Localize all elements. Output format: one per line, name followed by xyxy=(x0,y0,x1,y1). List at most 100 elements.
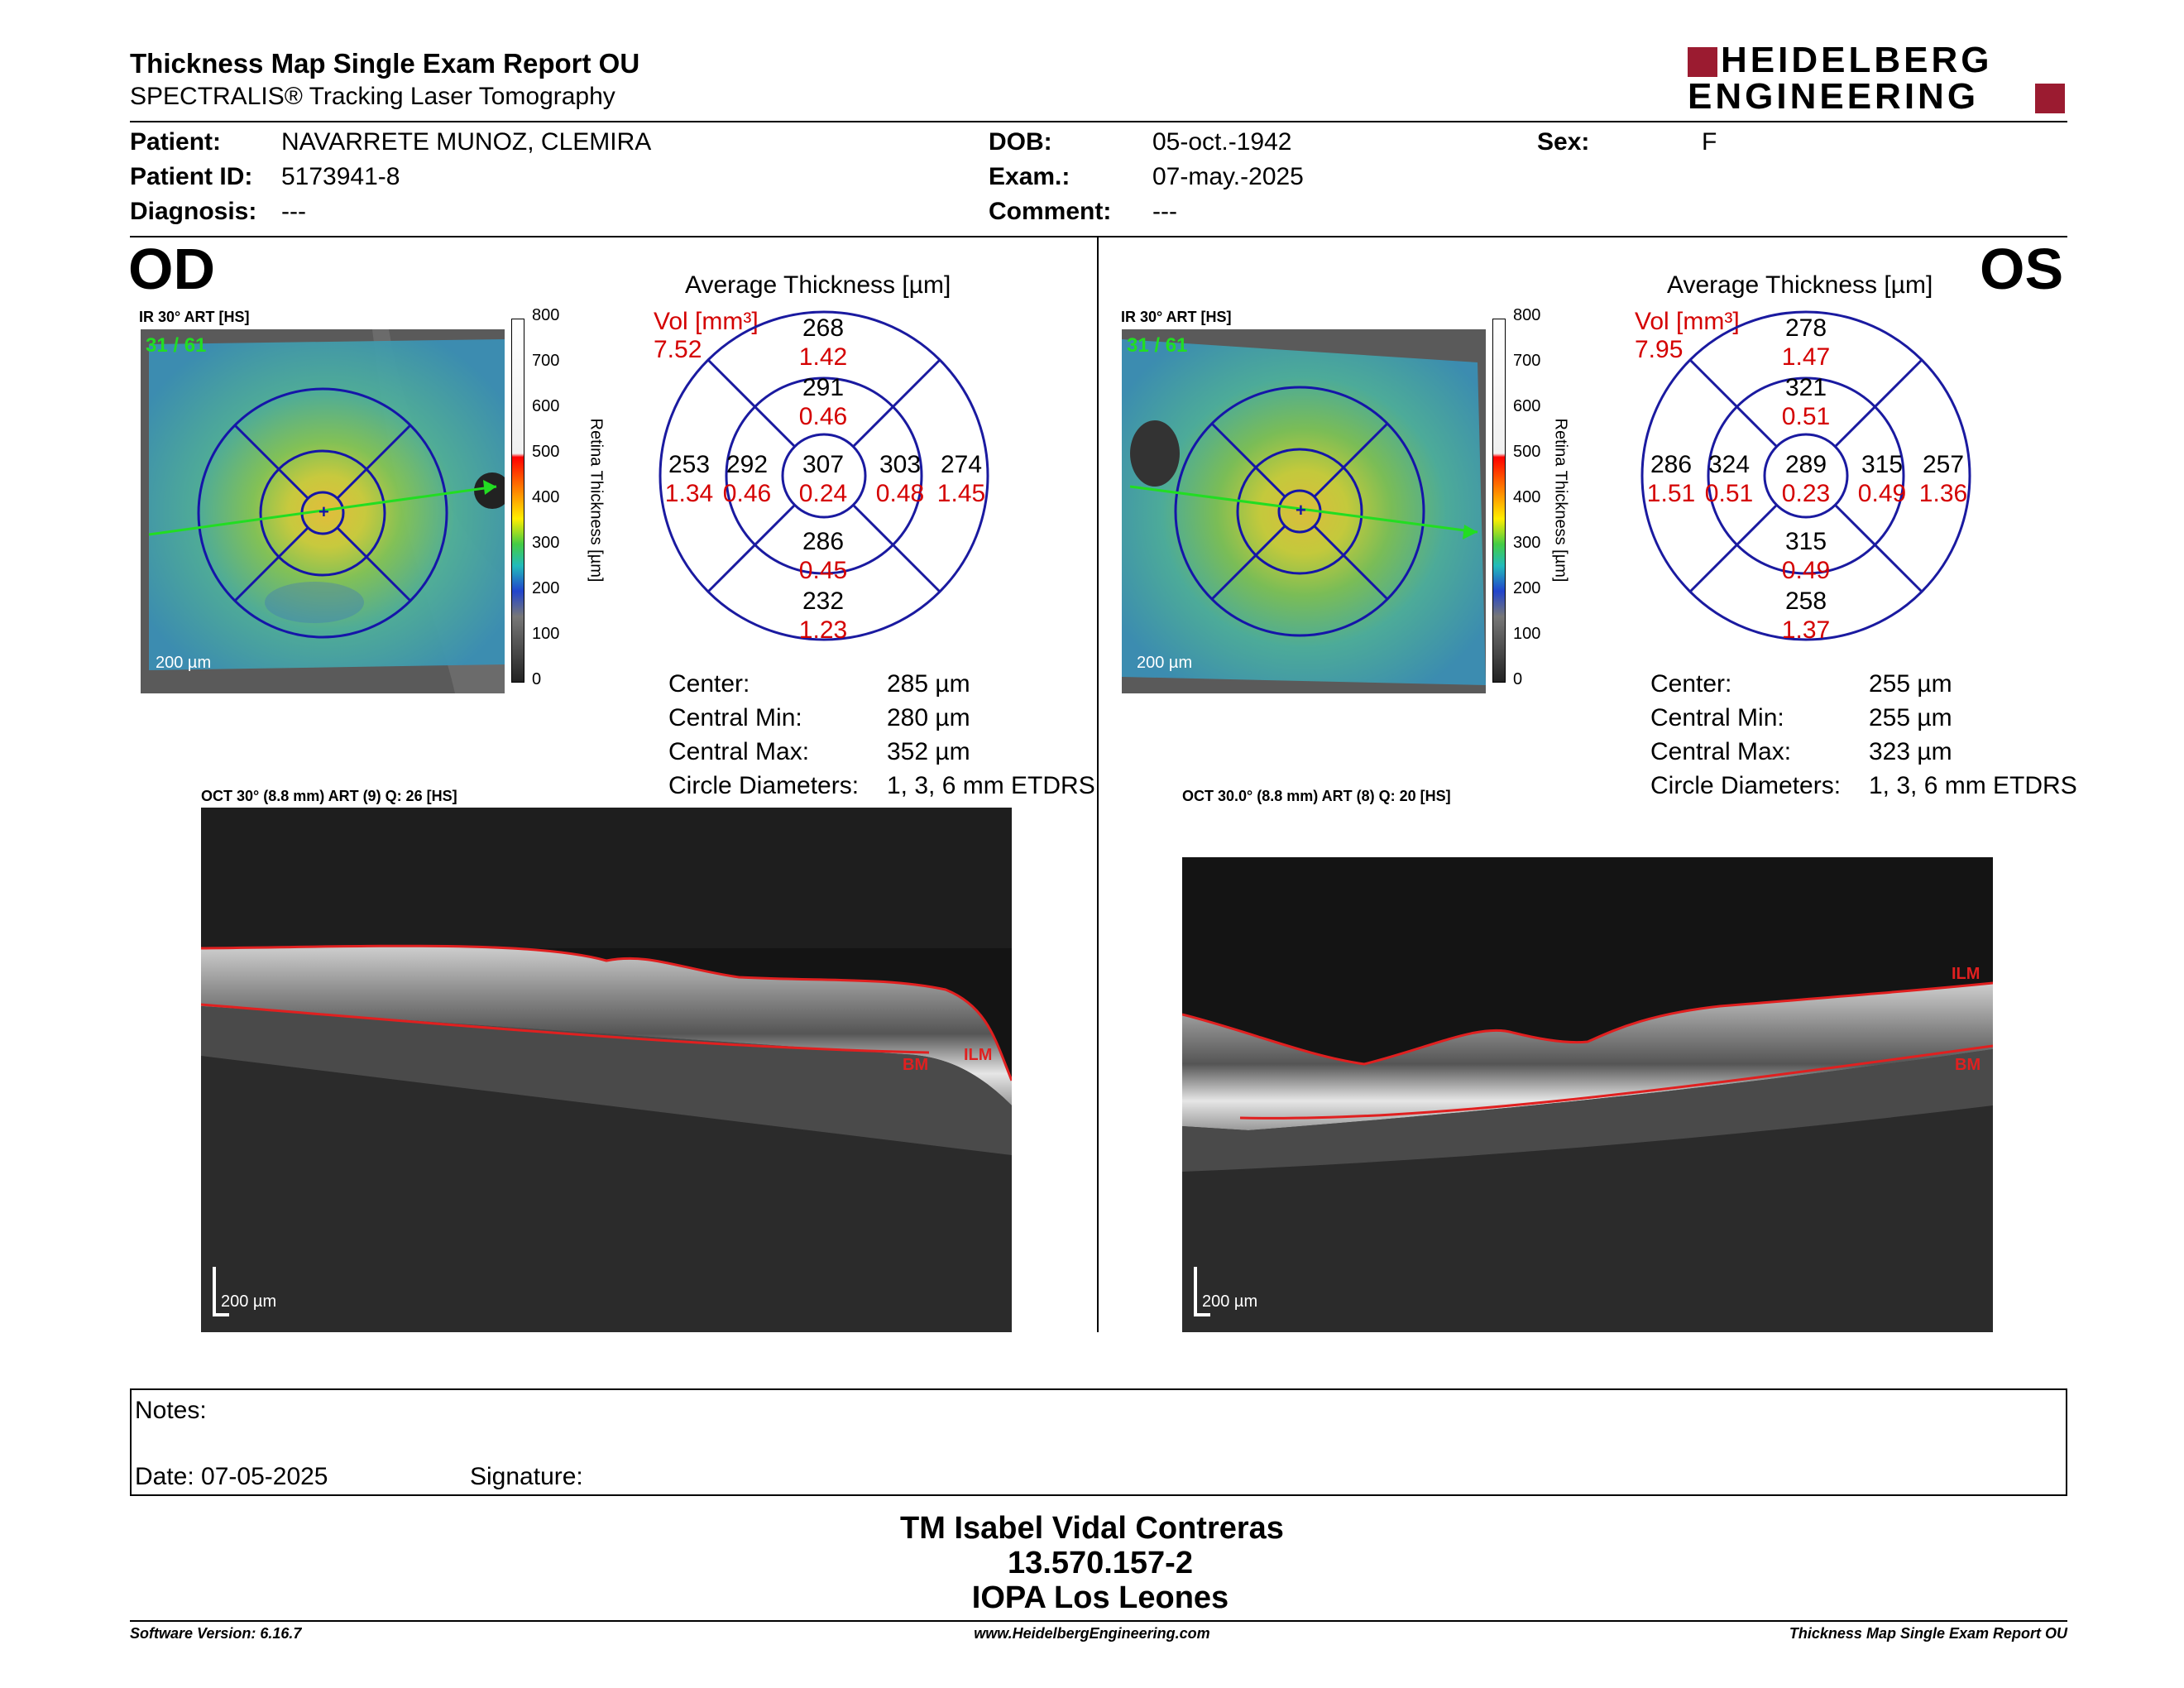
tick: 700 xyxy=(1513,352,1541,370)
diagnosis-label: Diagnosis: xyxy=(130,198,257,225)
notes-box[interactable] xyxy=(130,1388,2067,1496)
od-outer-sup-thickness: 268 xyxy=(802,314,845,342)
os-oct-bscan: ILM BM 200 µm xyxy=(1181,808,1994,1332)
os-vol-value: 7.95 xyxy=(1635,336,1684,363)
os-colorbar-ticks: 800 700 600 500 400 300 200 100 0 xyxy=(1513,306,1546,695)
od-colorbar-label: Retina Thickness [µm] xyxy=(587,418,606,583)
patient-label: Patient: xyxy=(130,128,222,156)
notes-label: Notes: xyxy=(135,1397,207,1424)
os-frames: 31 / 61 xyxy=(1127,334,1188,357)
od-ilm-label: ILM xyxy=(964,1046,993,1064)
os-outer-right-vol: 1.36 xyxy=(1918,480,1968,507)
os-max-value: 323 µm xyxy=(1869,738,1952,765)
od-max-label: Central Max: xyxy=(668,738,810,765)
od-vol-label: Vol [mm³] xyxy=(654,308,759,335)
od-map-scale: 200 µm xyxy=(156,654,212,672)
logo-line2: ENGINEERING xyxy=(1688,76,1980,117)
od-outer-inf-vol: 1.23 xyxy=(798,616,848,644)
patient-id-label: Patient ID: xyxy=(130,163,253,190)
signature-label: Signature: xyxy=(470,1463,583,1490)
footer-website[interactable]: www.HeidelbergEngineering.com xyxy=(974,1625,1210,1642)
od-min-value: 280 µm xyxy=(887,704,970,731)
od-thickness-map: + 31 / 61 200 µm xyxy=(141,329,510,693)
os-scale-bar-foot xyxy=(1194,1313,1210,1316)
signoff-name: TM Isabel Vidal Contreras xyxy=(900,1511,1284,1546)
patient-rule xyxy=(130,236,2067,237)
os-min-value: 255 µm xyxy=(1869,704,1952,731)
tick: 500 xyxy=(532,443,560,461)
od-min-label: Central Min: xyxy=(668,704,802,731)
os-scale-bar xyxy=(1194,1267,1197,1316)
os-outer-inf-thickness: 258 xyxy=(1784,587,1827,615)
od-inner-inf-vol: 0.45 xyxy=(798,557,848,584)
tick: 500 xyxy=(1513,443,1541,461)
footer-report: Thickness Map Single Exam Report OU xyxy=(1789,1625,2067,1642)
tick: 700 xyxy=(532,352,560,370)
od-outer-left-vol: 1.34 xyxy=(664,480,714,507)
os-min-label: Central Min: xyxy=(1650,704,1784,731)
od-outer-sup-vol: 1.42 xyxy=(798,343,848,371)
od-eye-label: OD xyxy=(128,237,215,301)
od-frames: 31 / 61 xyxy=(146,334,207,357)
tick: 200 xyxy=(1513,579,1541,597)
center-divider xyxy=(1097,237,1099,1332)
os-center-label: Center: xyxy=(1650,670,1732,698)
od-max-value: 352 µm xyxy=(887,738,970,765)
report-title: Thickness Map Single Exam Report OU xyxy=(130,48,640,79)
os-circ-label: Circle Diameters: xyxy=(1650,772,1842,799)
od-scale-bar-foot xyxy=(213,1313,229,1316)
os-eye-label: OS xyxy=(1980,237,2064,301)
os-inner-sup-vol: 0.51 xyxy=(1781,403,1831,430)
os-outer-left-vol: 1.51 xyxy=(1646,480,1696,507)
os-inner-inf-vol: 0.49 xyxy=(1781,557,1831,584)
od-avg-title: Average Thickness [µm] xyxy=(685,271,951,299)
svg-text:+: + xyxy=(318,501,329,522)
logo-line1: HEIDELBERG xyxy=(1721,40,1993,80)
tick: 300 xyxy=(1513,534,1541,552)
os-etdrs-grid xyxy=(1640,310,1971,641)
os-center-value: 255 µm xyxy=(1869,670,1952,698)
patient-id-value: 5173941-8 xyxy=(281,163,400,190)
os-thickness-map: + 31 / 61 200 µm xyxy=(1122,329,1486,693)
od-outer-inf-thickness: 232 xyxy=(802,587,845,615)
od-etdrs-grid xyxy=(659,310,989,641)
comment-label: Comment: xyxy=(989,198,1112,225)
sex-label: Sex: xyxy=(1537,128,1590,156)
od-ir-label: IR 30° ART [HS] xyxy=(139,309,250,325)
footer-software: Software Version: 6.16.7 xyxy=(130,1625,302,1642)
tick: 400 xyxy=(532,488,560,506)
od-oct-bscan: BM ILM 200 µm xyxy=(200,808,1013,1332)
dob-value: 05-oct.-1942 xyxy=(1152,128,1292,156)
tick: 100 xyxy=(532,625,560,643)
dob-label: DOB: xyxy=(989,128,1052,156)
os-oct-label: OCT 30.0° (8.8 mm) ART (8) Q: 20 [HS] xyxy=(1182,788,1451,804)
tick: 800 xyxy=(532,306,560,324)
date-label: Date: 07-05-2025 xyxy=(135,1463,328,1490)
os-bm-label: BM xyxy=(1955,1056,1981,1074)
od-center-value: 285 µm xyxy=(887,670,970,698)
od-inner-left-vol: 0.46 xyxy=(722,480,772,507)
od-inner-inf-thickness: 286 xyxy=(802,528,845,555)
exam-value: 07-may.-2025 xyxy=(1152,163,1304,190)
tick: 200 xyxy=(532,579,560,597)
os-avg-title: Average Thickness [µm] xyxy=(1667,271,1933,299)
od-inner-sup-vol: 0.46 xyxy=(798,403,848,430)
tick: 300 xyxy=(532,534,560,552)
patient-value: NAVARRETE MUNOZ, CLEMIRA xyxy=(281,128,652,156)
od-inner-right-vol: 0.48 xyxy=(875,480,925,507)
os-inner-left-thickness: 324 xyxy=(1707,451,1751,478)
od-inner-left-thickness: 292 xyxy=(726,451,769,478)
sex-value: F xyxy=(1702,128,1717,156)
exam-label: Exam.: xyxy=(989,163,1070,190)
os-outer-sup-thickness: 278 xyxy=(1784,314,1827,342)
signoff-org: IOPA Los Leones xyxy=(971,1580,1229,1615)
tick: 600 xyxy=(532,397,560,415)
comment-value: --- xyxy=(1152,198,1177,225)
os-inner-left-vol: 0.51 xyxy=(1704,480,1754,507)
os-oct-scale: 200 µm xyxy=(1202,1292,1258,1311)
tick: 100 xyxy=(1513,625,1541,643)
od-center-thickness: 307 xyxy=(802,451,845,478)
od-outer-left-thickness: 253 xyxy=(668,451,711,478)
os-inner-right-vol: 0.49 xyxy=(1857,480,1907,507)
od-oct-label: OCT 30° (8.8 mm) ART (9) Q: 26 [HS] xyxy=(201,788,457,804)
